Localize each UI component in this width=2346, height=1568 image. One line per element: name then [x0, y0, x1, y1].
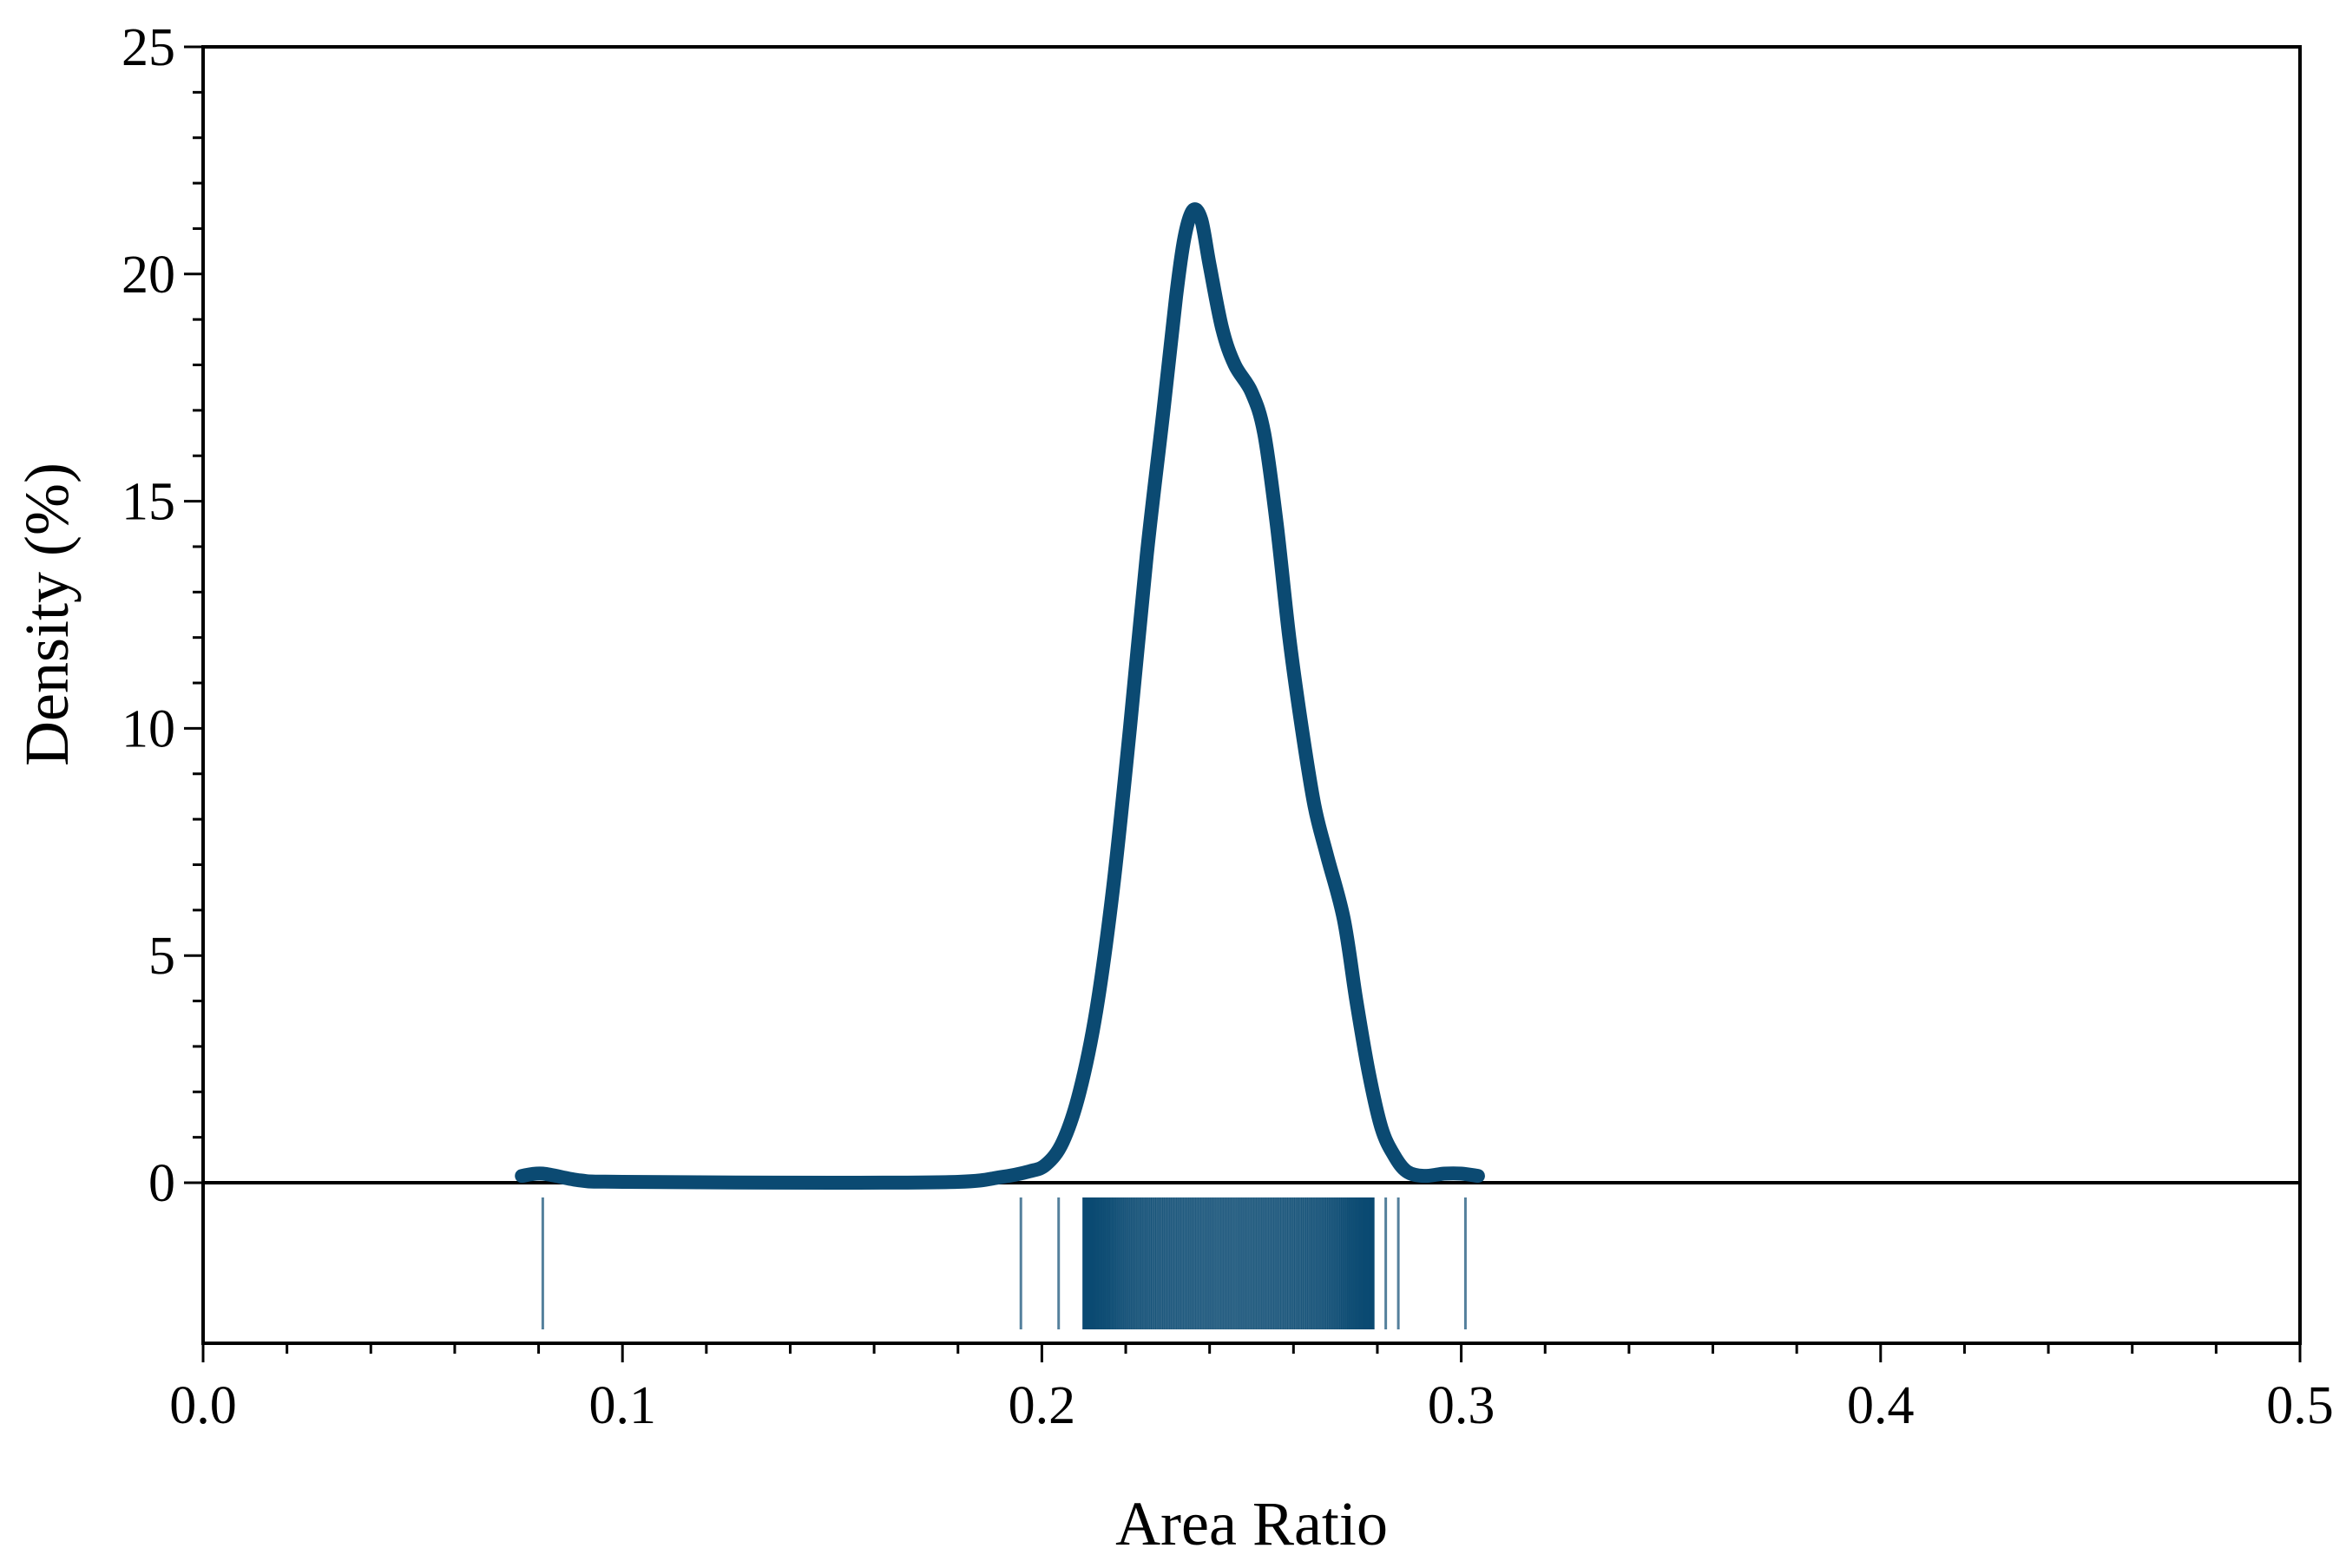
plot-frame — [201, 45, 2302, 1345]
y-axis-title: Density (%) — [12, 463, 82, 766]
y-tick-label: 10 — [122, 699, 175, 758]
y-tick-label: 25 — [122, 18, 175, 77]
y-axis-ticks — [184, 45, 203, 1184]
x-tick-label: 0.4 — [1847, 1376, 1915, 1435]
x-tick-label: 0.2 — [1009, 1376, 1076, 1435]
rug-plot — [541, 1197, 1467, 1329]
x-tick-label: 0.1 — [588, 1376, 656, 1435]
density-curve — [515, 202, 1485, 1190]
y-tick-label: 5 — [148, 927, 175, 986]
y-axis-tick-labels: 0 5 10 15 20 25 — [122, 18, 175, 1213]
y-tick-label: 20 — [122, 246, 175, 305]
x-axis-title: Area Ratio — [1115, 1489, 1388, 1558]
x-tick-label: 0.3 — [1428, 1376, 1495, 1435]
y-tick-label: 15 — [122, 473, 175, 532]
x-axis-tick-labels: 0.0 0.1 0.2 0.3 0.4 0.5 — [169, 1376, 2334, 1435]
x-tick-label: 0.0 — [169, 1376, 237, 1435]
y-tick-label: 0 — [148, 1154, 175, 1213]
x-axis-ticks — [201, 1343, 2302, 1362]
x-tick-label: 0.5 — [2266, 1376, 2334, 1435]
